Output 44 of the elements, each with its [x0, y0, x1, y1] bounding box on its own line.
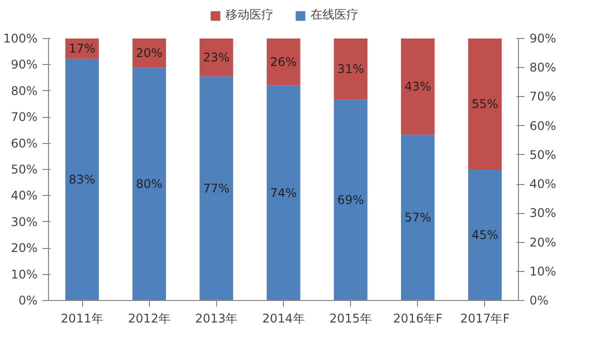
- data-label: 83%: [68, 172, 96, 187]
- data-label: 80%: [136, 177, 163, 192]
- data-label: 26%: [270, 54, 297, 69]
- y2-tick-label: 80%: [530, 60, 556, 75]
- y-tick-label: 50%: [10, 162, 38, 176]
- data-label: 55%: [472, 97, 498, 111]
- y-tick-label: 60%: [10, 136, 38, 150]
- y2-tick-label: 20%: [530, 235, 556, 250]
- y-tick-label: 30%: [10, 214, 38, 229]
- data-label: 43%: [404, 80, 432, 94]
- x-tick-label: 2015年: [329, 312, 372, 326]
- y2-tick-label: 40%: [530, 177, 556, 192]
- x-tick-label: 2017年F: [460, 312, 510, 326]
- y2-tick-label: 30%: [530, 206, 556, 220]
- x-tick-label: 2014年: [262, 312, 305, 326]
- data-label: 77%: [203, 181, 230, 196]
- legend-label: 在线医疗: [310, 6, 358, 24]
- legend-label: 移动医疗: [226, 6, 274, 24]
- x-tick-label: 2016年F: [393, 312, 443, 326]
- y2-tick-label: 70%: [530, 90, 556, 104]
- y-tick-label: 90%: [10, 58, 38, 72]
- y-tick-label: 0%: [18, 294, 38, 308]
- y-tick-label: 40%: [10, 188, 38, 203]
- y-tick-label: 80%: [10, 84, 38, 98]
- y2-tick-label: 50%: [530, 148, 556, 162]
- data-label: 57%: [404, 210, 432, 225]
- y2-tick-label: 60%: [530, 118, 556, 133]
- data-label: 45%: [472, 228, 498, 242]
- data-label: 31%: [337, 62, 364, 76]
- y2-tick-label: 0%: [530, 294, 549, 308]
- data-label: 69%: [337, 193, 364, 208]
- x-tick-label: 2013年: [195, 312, 238, 326]
- data-label: 23%: [203, 50, 230, 64]
- data-label: 17%: [68, 42, 96, 56]
- data-label: 74%: [270, 186, 297, 200]
- x-tick-label: 2011年: [60, 312, 104, 326]
- y-tick-label: 70%: [10, 110, 38, 124]
- y-tick-label: 100%: [3, 32, 38, 46]
- data-label: 20%: [136, 46, 163, 60]
- y2-tick-label: 10%: [530, 264, 556, 278]
- x-tick-label: 2012年: [128, 312, 170, 326]
- y-tick-label: 10%: [10, 267, 38, 282]
- y-tick-label: 20%: [10, 241, 38, 256]
- y2-tick-label: 90%: [530, 32, 556, 46]
